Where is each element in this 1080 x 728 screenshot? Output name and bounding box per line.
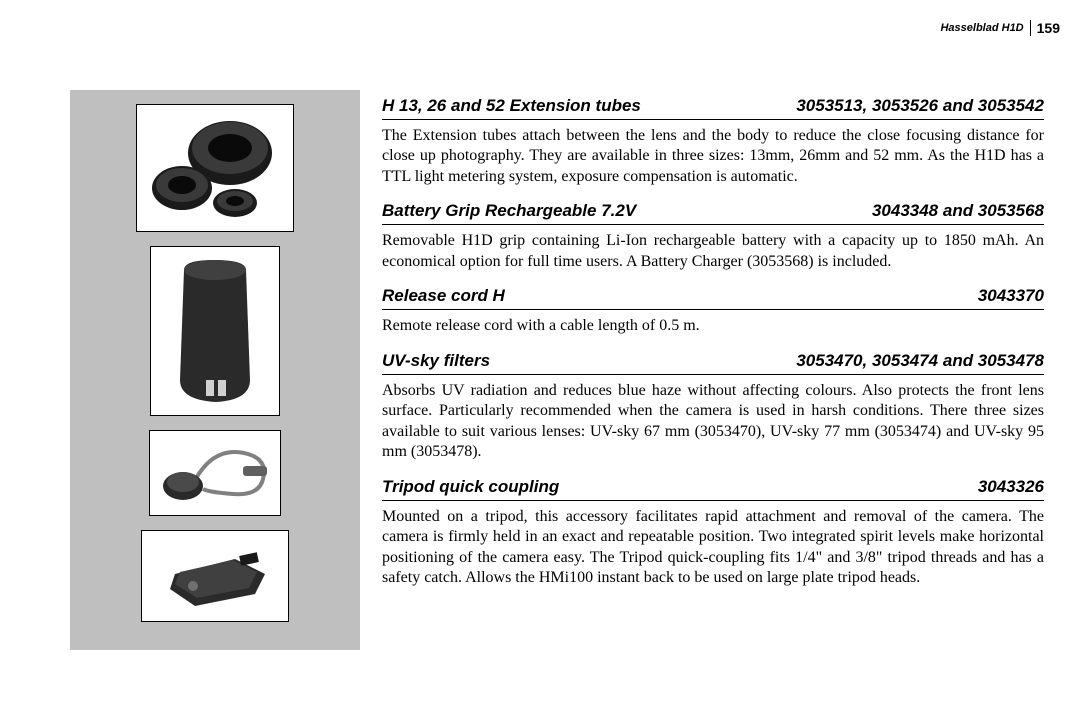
- section-head: H 13, 26 and 52 Extension tubes 3053513,…: [382, 96, 1044, 120]
- image-release-cord: [149, 430, 281, 516]
- section-battery-grip: Battery Grip Rechargeable 7.2V 3043348 a…: [382, 201, 1044, 272]
- text-column: H 13, 26 and 52 Extension tubes 3053513,…: [382, 90, 1044, 650]
- release-cord-icon: [153, 434, 277, 512]
- section-code: 3043370: [978, 286, 1044, 306]
- section-title: Battery Grip Rechargeable 7.2V: [382, 201, 636, 221]
- section-code: 3053513, 3053526 and 3053542: [796, 96, 1044, 116]
- section-body: Absorbs UV radiation and reduces blue ha…: [382, 381, 1044, 463]
- section-tripod-coupling: Tripod quick coupling 3043326 Mounted on…: [382, 477, 1044, 589]
- extension-tubes-icon: [140, 108, 290, 228]
- section-title: UV-sky filters: [382, 351, 490, 371]
- section-head: UV-sky filters 3053470, 3053474 and 3053…: [382, 351, 1044, 375]
- section-code: 3043326: [978, 477, 1044, 497]
- section-head: Tripod quick coupling 3043326: [382, 477, 1044, 501]
- page-header: Hasselblad H1D 159: [940, 20, 1060, 36]
- tripod-coupling-icon: [145, 534, 285, 618]
- section-ext-tubes: H 13, 26 and 52 Extension tubes 3053513,…: [382, 96, 1044, 187]
- header-model: Hasselblad H1D: [940, 22, 1023, 34]
- section-body: Removable H1D grip containing Li-Ion rec…: [382, 231, 1044, 272]
- section-uv-sky: UV-sky filters 3053470, 3053474 and 3053…: [382, 351, 1044, 463]
- header-divider: [1030, 20, 1031, 36]
- image-extension-tubes: [136, 104, 294, 232]
- section-release-cord: Release cord H 3043370 Remote release co…: [382, 286, 1044, 336]
- image-tripod-coupling: [141, 530, 289, 622]
- battery-grip-icon: [154, 250, 276, 412]
- section-title: Release cord H: [382, 286, 505, 306]
- image-column: [70, 90, 360, 650]
- section-code: 3053470, 3053474 and 3053478: [796, 351, 1044, 371]
- header-page-number: 159: [1037, 20, 1060, 36]
- content-area: H 13, 26 and 52 Extension tubes 3053513,…: [70, 90, 1044, 650]
- section-head: Release cord H 3043370: [382, 286, 1044, 310]
- section-body: Remote release cord with a cable length …: [382, 316, 1044, 336]
- section-head: Battery Grip Rechargeable 7.2V 3043348 a…: [382, 201, 1044, 225]
- section-code: 3043348 and 3053568: [872, 201, 1044, 221]
- image-battery-grip: [150, 246, 280, 416]
- section-title: Tripod quick coupling: [382, 477, 559, 497]
- section-body: The Extension tubes attach between the l…: [382, 126, 1044, 187]
- section-body: Mounted on a tripod, this accessory faci…: [382, 507, 1044, 589]
- section-title: H 13, 26 and 52 Extension tubes: [382, 96, 641, 116]
